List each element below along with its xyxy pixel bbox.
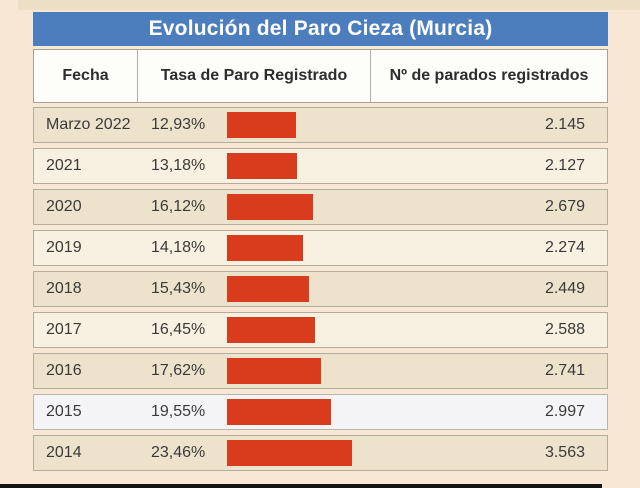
rate-bar: [227, 440, 352, 466]
year-cell: 2015: [46, 403, 82, 420]
rate-cell: 16,45%: [151, 321, 206, 338]
column-header-tasa: Tasa de Paro Registrado: [138, 50, 371, 102]
table-row: 2015 19,55% 2.997: [33, 394, 608, 430]
count-cell: 3.563: [544, 444, 585, 461]
year-cell: 2019: [46, 239, 82, 256]
count-cell: 2.741: [544, 362, 585, 379]
table-row: 2018 15,43% 2.449: [33, 271, 608, 307]
year-cell: 2014: [46, 444, 82, 461]
rate-cell: 12,93%: [151, 116, 206, 133]
table-row: 2019 14,18% 2.274: [33, 230, 608, 266]
rate-bar: [227, 399, 331, 425]
column-header-fecha: Fecha: [34, 50, 138, 102]
table-row: Marzo 2022 12,93% 2.145: [33, 107, 608, 143]
rate-cell: 15,43%: [151, 280, 206, 297]
table-row: 2021 13,18% 2.127: [33, 148, 608, 184]
rate-bar: [227, 194, 313, 220]
paro-table: Evolución del Paro Cieza (Murcia) Fecha …: [33, 12, 608, 476]
count-cell: 2.997: [544, 403, 585, 420]
rate-bar: [227, 358, 321, 384]
rate-bar: [227, 317, 315, 343]
table-row: 2017 16,45% 2.588: [33, 312, 608, 348]
rate-bar: [227, 276, 309, 302]
rate-cell: 17,62%: [151, 362, 206, 379]
count-cell: 2.449: [544, 280, 585, 297]
rate-cell: 19,55%: [151, 403, 206, 420]
bottom-edge-line: [0, 484, 602, 488]
table-body: Marzo 2022 12,93% 2.145 2021 13,18% 2.12…: [33, 107, 608, 471]
table-row: 2016 17,62% 2.741: [33, 353, 608, 389]
rate-cell: 23,46%: [151, 444, 206, 461]
year-cell: 2020: [46, 198, 82, 215]
rate-cell: 16,12%: [151, 198, 206, 215]
count-cell: 2.588: [544, 321, 585, 338]
rate-cell: 14,18%: [151, 239, 206, 256]
table-row: 2014 23,46% 3.563: [33, 435, 608, 471]
table-row: 2020 16,12% 2.679: [33, 189, 608, 225]
year-cell: 2016: [46, 362, 82, 379]
table-header-row: Fecha Tasa de Paro Registrado Nº de para…: [33, 49, 608, 103]
count-cell: 2.127: [544, 157, 585, 174]
count-cell: 2.274: [544, 239, 585, 256]
year-cell: 2021: [46, 157, 82, 174]
year-cell: Marzo 2022: [46, 116, 131, 133]
top-edge-strip: [18, 0, 640, 10]
year-cell: 2018: [46, 280, 82, 297]
column-header-parados: Nº de parados registrados: [389, 67, 589, 84]
rate-bar: [227, 112, 296, 138]
count-cell: 2.145: [544, 116, 585, 133]
count-cell: 2.679: [544, 198, 585, 215]
rate-bar: [227, 235, 303, 261]
table-title: Evolución del Paro Cieza (Murcia): [33, 12, 608, 46]
rate-bar: [227, 153, 297, 179]
year-cell: 2017: [46, 321, 82, 338]
rate-cell: 13,18%: [151, 157, 206, 174]
